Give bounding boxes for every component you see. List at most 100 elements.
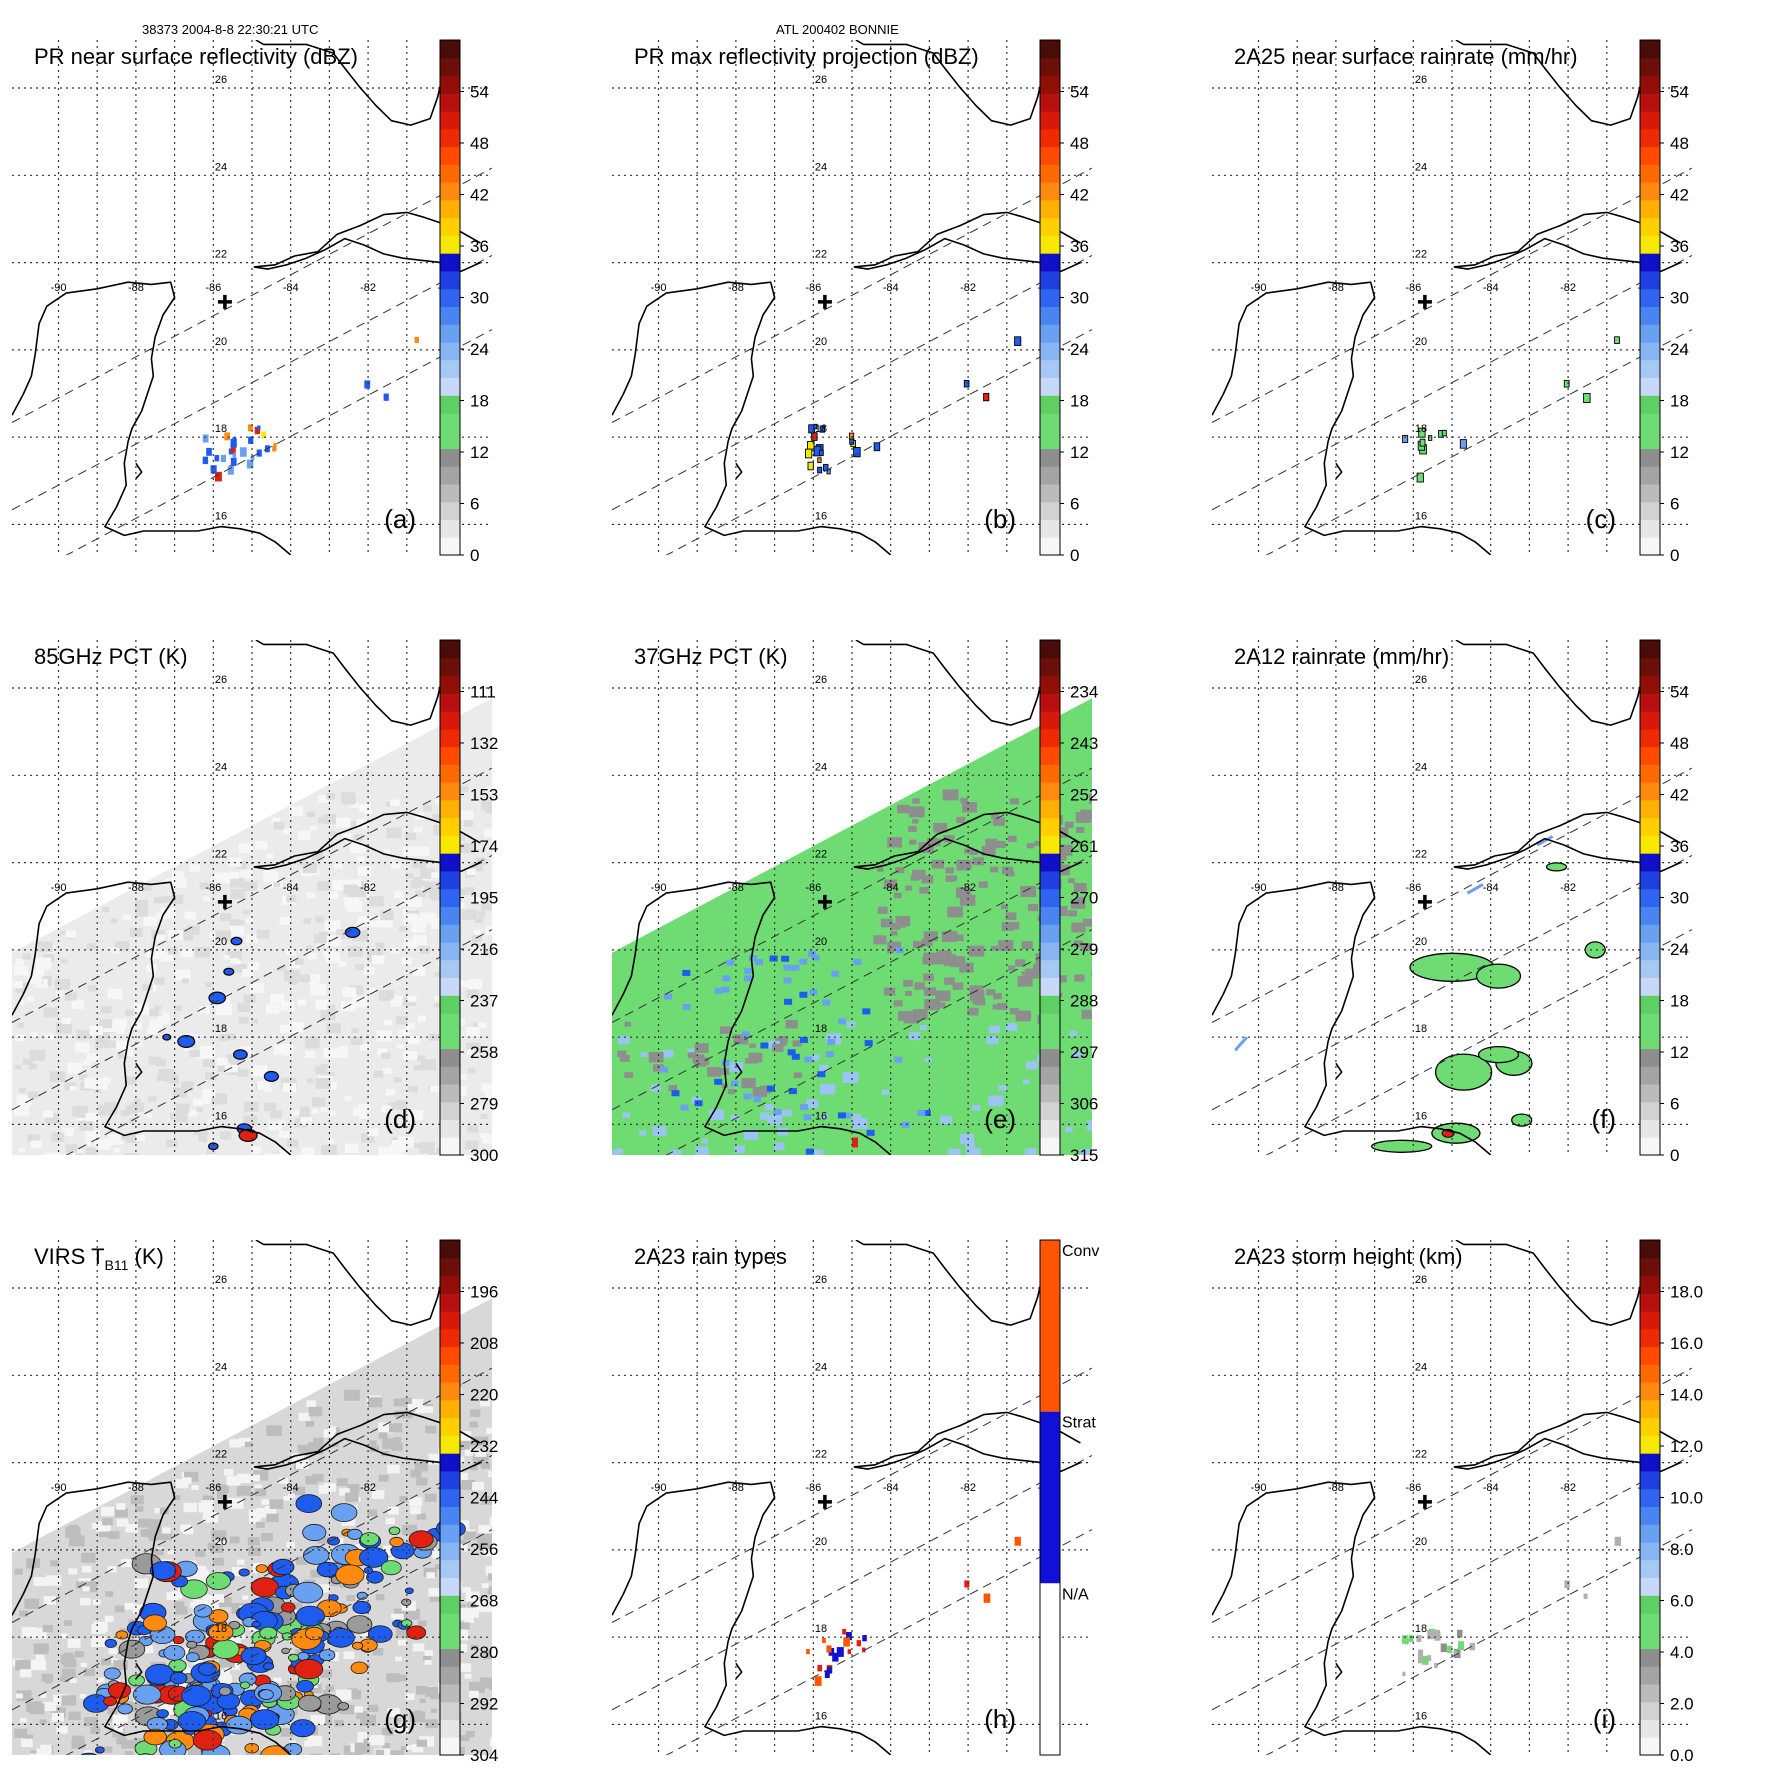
swath-pixel [230,1636,241,1644]
colorbar-segment [440,1683,460,1703]
colorbar-segment [1640,1435,1660,1454]
swath-pixel [357,1731,368,1739]
swath-pixel [908,806,925,818]
coastlines [612,40,1081,555]
swath-pixel [289,1602,303,1612]
pr-cell [1408,1635,1414,1643]
colorbar-segment [1640,1577,1660,1596]
colorbar-segment [440,728,460,748]
colorbar-segment [440,1137,460,1156]
swath-pixel [413,826,423,833]
swath-pixel [206,1147,216,1154]
colorbar-tick-label: 12.0 [1670,1437,1703,1456]
swath-pixel [120,1110,130,1117]
swath-pixel [168,948,178,955]
map-area [612,640,1092,1155]
colorbar-tick-label: 18.0 [1670,1283,1703,1302]
swath-pixel [694,1043,709,1053]
swath-pixel [249,982,265,993]
swath-pixel [243,1115,258,1126]
storm-center-marker [817,294,832,309]
swath-pixel [100,1005,112,1014]
swath-pixel [464,1140,478,1150]
colorbar [1640,1240,1660,1756]
swath-pixel [15,987,24,994]
swath-pixel [893,892,902,899]
colorbar-segment [1640,519,1660,538]
pct-pixel [682,1004,691,1010]
swath-pixel [286,895,297,903]
virs-cloud-cell [118,1639,146,1659]
colorbar-segment [1640,1737,1660,1756]
swath-pixel [434,972,441,977]
map-area [612,40,1092,555]
map-area [12,40,492,555]
swath-pixel [357,916,373,927]
coastlines [1212,40,1681,555]
colorbar-segment [440,377,460,396]
lon-label: -86 [205,282,221,294]
swath-pixel [375,942,385,949]
swath-pixel [188,1110,198,1117]
swath-pixel [26,996,35,1002]
swath-pixel [218,1656,235,1668]
colorbar-tick-label: 0 [1670,546,1679,565]
swath-pixel [68,1568,78,1575]
colorbar-segment [440,537,460,556]
swath-pixel [28,974,42,985]
swath-pixel [112,1714,128,1726]
virs-cloud-cell [330,1503,358,1523]
colorbar-segment [440,1066,460,1085]
colorbar-segment [1040,395,1060,414]
swath-pixel [165,1139,177,1148]
swath-pixel [19,1088,26,1093]
panel-title: PR near surface reflectivity (dBZ) [34,44,358,69]
swath-pixel [361,1133,375,1143]
swath-pixel [473,1022,481,1028]
swath-pixel [126,1133,140,1143]
virs-cloud-cell [104,1638,118,1648]
colorbar-segment [440,217,460,236]
swath-pixel [305,1475,318,1485]
swath-pixel [749,1043,756,1049]
colorbar-tick-label: 14.0 [1670,1386,1703,1405]
swath-pixel [670,1149,681,1155]
swath-pixel [220,1131,232,1140]
swath-pixel [390,1613,398,1619]
swath-edge [1212,854,1692,1111]
swath-pixel [174,1113,188,1123]
convective-cell [232,1049,248,1060]
swath-pixel [417,1055,426,1062]
swath-pixel [429,1591,445,1602]
colorbar-tick-label: 42 [470,186,489,205]
convective-cell [230,936,243,946]
colorbar-segment [1640,1311,1660,1330]
pct-pixel [753,1096,762,1103]
virs-cloud-cell [190,1759,208,1771]
pr-cell [814,1676,822,1686]
swath-pixel [175,969,191,981]
swath-pixel [14,1728,28,1738]
swath-pixel [189,1049,200,1058]
lon-label: -82 [1560,882,1576,894]
rain-area [1545,862,1568,872]
swath-pixel [135,907,148,917]
swath-pixel [903,1012,920,1024]
swath-pixel [489,1517,492,1527]
colorbar-segment [440,448,460,467]
colorbar-segment [1640,377,1660,396]
swath-pixel [968,945,985,957]
swath-pixel [877,906,888,914]
lon-label: -86 [805,282,821,294]
swath-pixel [242,969,254,977]
swath-pixel [359,803,371,813]
swath-pixel [129,1683,137,1689]
virs-cloud-cell [297,1694,322,1712]
colorbar-segment [1040,40,1060,59]
swath-pixel [90,1727,101,1734]
pct-pixel [783,964,792,971]
swath-pixel [1009,1008,1019,1015]
swath-pixel [472,1482,485,1491]
swath-pixel [45,1152,62,1155]
